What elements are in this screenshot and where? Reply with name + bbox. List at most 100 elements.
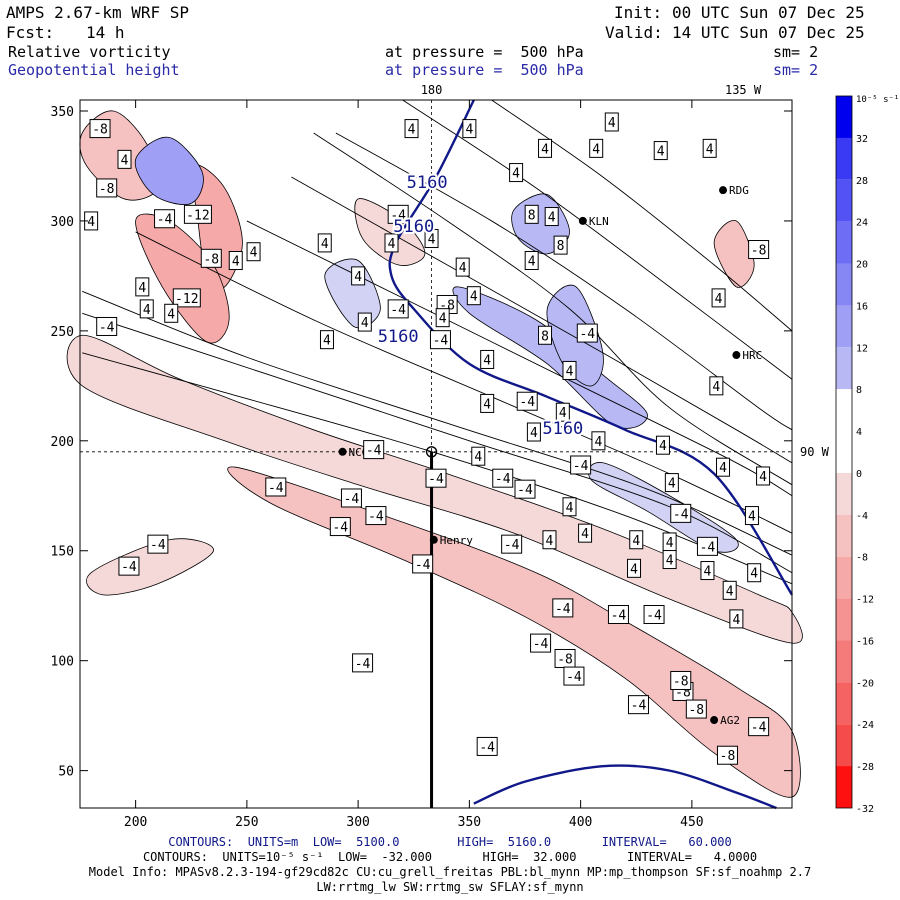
y-tick-label: 150: [51, 545, 74, 560]
vorticity-label-box: [756, 466, 771, 486]
colorbar-segment: [836, 640, 852, 683]
vorticity-label: 4: [361, 316, 369, 331]
vorticity-label: -4: [504, 538, 520, 553]
field2-level: at pressure = 500 hPa: [385, 61, 584, 79]
x-tick-label: 350: [458, 815, 481, 830]
footer-vorticity-contours: CONTOURS: UNITS=10⁻⁵ s⁻¹ LOW= -32.000 HI…: [142, 850, 758, 864]
vorticity-label-box: [514, 479, 536, 499]
vorticity-label-box: [538, 138, 553, 158]
field1-name: Relative vorticity: [8, 43, 171, 61]
colorbar-segment: [836, 472, 852, 515]
vorticity-fills: [66, 110, 803, 798]
vorticity-label-box: [501, 534, 523, 554]
vorticity-label-box: [544, 207, 559, 227]
vorticity-label-box: [627, 558, 642, 578]
station-dot: [578, 216, 587, 225]
field1-smoothing: sm= 2: [773, 43, 819, 61]
vorticity-label: 4: [512, 167, 520, 182]
vorticity-label: 4: [408, 123, 416, 138]
vorticity-label-box: [570, 455, 592, 475]
x-tick-label: 250: [235, 815, 258, 830]
grid-annotation-label: 135 W: [725, 83, 762, 97]
vorticity-label: 4: [566, 501, 574, 516]
vorticity-label-box: [118, 556, 140, 576]
vorticity-label: -8: [688, 703, 704, 718]
vorticity-label-box: [471, 446, 486, 466]
vorticity-label: -4: [332, 521, 348, 536]
vorticity-label-box: [425, 468, 447, 488]
vorticity-label-box: [466, 286, 481, 306]
vorticity-label-box: [492, 468, 514, 488]
height-contours: [388, 99, 794, 810]
vorticity-label-box: [530, 633, 552, 653]
init-label: Init:: [614, 3, 663, 22]
vorticity-label-box: [246, 242, 261, 262]
vorticity-label-box: [716, 457, 731, 477]
vorticity-label: -4: [366, 444, 382, 459]
vorticity-label: -8: [99, 182, 115, 197]
vorticity-label: 8: [557, 239, 565, 254]
positive-vorticity-region: [452, 286, 648, 429]
vorticity-label-box: [404, 119, 419, 139]
vorticity-label-box: [164, 303, 179, 323]
vorticity-contour-line: [491, 99, 793, 332]
field2-smoothing: sm= 2: [773, 61, 819, 79]
vorticity-label: -8: [92, 123, 108, 138]
crosshair-lines: 180 135 W 90 W: [80, 83, 830, 808]
vorticity-label-box: [265, 477, 287, 497]
vorticity-label: 4: [548, 211, 556, 226]
vorticity-label-box: [317, 233, 332, 253]
y-tick-label: 250: [51, 325, 74, 340]
vorticity-label: -4: [150, 538, 166, 553]
vorticity-label: 4: [232, 255, 240, 270]
vorticity-label: 4: [87, 215, 95, 230]
colorbar-segment: [836, 263, 852, 306]
vorticity-label-box: [702, 138, 717, 158]
vorticity-label: -4: [390, 303, 406, 318]
y-tick-label: 50: [58, 765, 74, 780]
vorticity-label: -4: [344, 492, 360, 507]
vorticity-label-box: [729, 609, 744, 629]
vorticity-label: 4: [474, 450, 482, 465]
colorbar-segment: [836, 179, 852, 222]
vorticity-label-box: [357, 312, 372, 332]
colorbar-segment: [836, 305, 852, 348]
station-label: AG2: [720, 714, 740, 727]
vorticity-label: 4: [712, 380, 720, 395]
vorticity-label-box: [455, 257, 470, 277]
vorticity-label: 4: [704, 565, 712, 580]
colorbar-tick-label: 8: [856, 385, 862, 396]
vorticity-label-box: [509, 163, 524, 183]
positive-vorticity-region: [546, 284, 604, 387]
vorticity-label: -4: [415, 558, 431, 573]
vorticity-label: 4: [706, 142, 714, 157]
vorticity-label: -4: [355, 657, 371, 672]
vorticity-label: -4: [390, 208, 406, 223]
station-label: RDG: [729, 184, 749, 197]
negative-vorticity-region: [713, 219, 755, 288]
vorticity-label-box: [516, 391, 538, 411]
vorticity-label: -4: [611, 609, 627, 624]
vorticity-label-box: [655, 435, 670, 455]
vorticity-label: -4: [555, 602, 571, 617]
vorticity-label: -4: [157, 213, 173, 228]
vorticity-contour-line: [82, 352, 793, 585]
x-tick-label: 450: [680, 815, 703, 830]
footer-height-contours: CONTOURS: UNITS=m LOW= 5100.0 HIGH= 5160…: [168, 835, 732, 849]
vorticity-label: 4: [388, 237, 396, 252]
positive-vorticity-region: [134, 136, 204, 205]
vorticity-label-box: [480, 393, 495, 413]
vorticity-contour-line: [313, 132, 793, 486]
height-contour-label: 5160: [542, 419, 583, 439]
vorticity-label: -4: [579, 327, 595, 342]
vorticity-label-box: [538, 325, 553, 345]
vorticity-label-box: [96, 178, 118, 198]
colorbar-segment: [836, 431, 852, 473]
vorticity-label: 4: [321, 237, 329, 252]
height-contour-5160: [473, 764, 777, 810]
vorticity-label-box: [480, 349, 495, 369]
vorticity-label-box: [89, 119, 111, 139]
vorticity-label: 4: [483, 353, 491, 368]
vorticity-label-box: [139, 299, 154, 319]
vorticity-label-box: [526, 422, 541, 442]
